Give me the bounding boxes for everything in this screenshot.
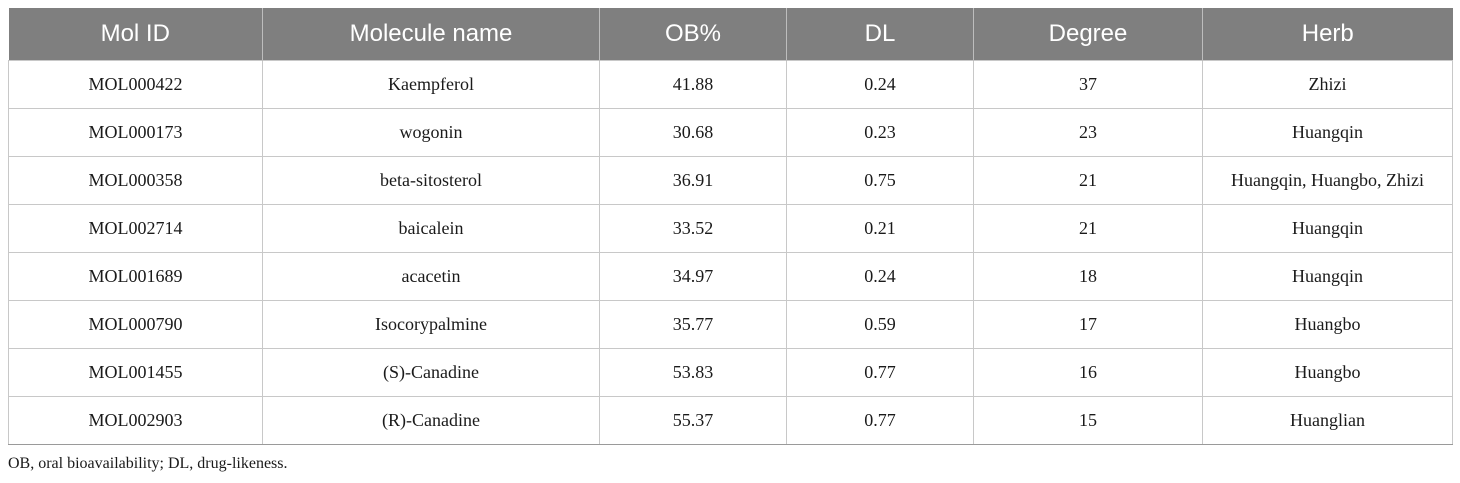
- cell-degree: 16: [973, 348, 1203, 397]
- cell-degree: 21: [973, 156, 1203, 205]
- cell-mol-id: MOL000422: [8, 60, 263, 109]
- header-row: Mol ID Molecule name OB% DL Degree Herb: [8, 8, 1453, 61]
- cell-degree: 23: [973, 108, 1203, 157]
- cell-herb: Huangqin: [1202, 252, 1453, 301]
- table-row: MOL001689 acacetin 34.97 0.24 18 Huangqi…: [8, 252, 1453, 301]
- column-header-degree: Degree: [973, 8, 1203, 61]
- cell-molecule-name: (S)-Canadine: [262, 348, 600, 397]
- cell-mol-id: MOL000173: [8, 108, 263, 157]
- cell-dl: 0.77: [786, 348, 974, 397]
- cell-ob-percent: 55.37: [599, 396, 787, 445]
- table-row: MOL000422 Kaempferol 41.88 0.24 37 Zhizi: [8, 60, 1453, 109]
- cell-herb: Huanglian: [1202, 396, 1453, 445]
- table-row: MOL002714 baicalein 33.52 0.21 21 Huangq…: [8, 204, 1453, 253]
- cell-degree: 18: [973, 252, 1203, 301]
- cell-molecule-name: Isocorypalmine: [262, 300, 600, 349]
- cell-ob-percent: 41.88: [599, 60, 787, 109]
- cell-herb: Zhizi: [1202, 60, 1453, 109]
- cell-dl: 0.77: [786, 396, 974, 445]
- cell-dl: 0.75: [786, 156, 974, 205]
- cell-degree: 15: [973, 396, 1203, 445]
- cell-degree: 37: [973, 60, 1203, 109]
- cell-mol-id: MOL002714: [8, 204, 263, 253]
- compounds-table: Mol ID Molecule name OB% DL Degree Herb …: [8, 8, 1453, 445]
- cell-herb: Huangbo: [1202, 348, 1453, 397]
- cell-herb: Huangbo: [1202, 300, 1453, 349]
- cell-herb: Huangqin: [1202, 204, 1453, 253]
- cell-mol-id: MOL000358: [8, 156, 263, 205]
- column-header-molecule-name: Molecule name: [262, 8, 600, 61]
- cell-mol-id: MOL002903: [8, 396, 263, 445]
- cell-ob-percent: 36.91: [599, 156, 787, 205]
- table-row: MOL000173 wogonin 30.68 0.23 23 Huangqin: [8, 108, 1453, 157]
- cell-dl: 0.23: [786, 108, 974, 157]
- cell-degree: 21: [973, 204, 1203, 253]
- cell-mol-id: MOL000790: [8, 300, 263, 349]
- column-header-herb: Herb: [1202, 8, 1453, 61]
- cell-mol-id: MOL001689: [8, 252, 263, 301]
- cell-ob-percent: 53.83: [599, 348, 787, 397]
- cell-ob-percent: 35.77: [599, 300, 787, 349]
- table-header: Mol ID Molecule name OB% DL Degree Herb: [8, 8, 1453, 61]
- cell-molecule-name: beta-sitosterol: [262, 156, 600, 205]
- cell-ob-percent: 30.68: [599, 108, 787, 157]
- table-row: MOL002903 (R)-Canadine 55.37 0.77 15 Hua…: [8, 396, 1453, 445]
- table-row: MOL000358 beta-sitosterol 36.91 0.75 21 …: [8, 156, 1453, 205]
- cell-dl: 0.24: [786, 60, 974, 109]
- column-header-ob-percent: OB%: [599, 8, 787, 61]
- cell-molecule-name: acacetin: [262, 252, 600, 301]
- table-row: MOL001455 (S)-Canadine 53.83 0.77 16 Hua…: [8, 348, 1453, 397]
- table-body: MOL000422 Kaempferol 41.88 0.24 37 Zhizi…: [8, 60, 1453, 445]
- cell-molecule-name: baicalein: [262, 204, 600, 253]
- cell-ob-percent: 33.52: [599, 204, 787, 253]
- table-row: MOL000790 Isocorypalmine 35.77 0.59 17 H…: [8, 300, 1453, 349]
- column-header-mol-id: Mol ID: [8, 8, 263, 61]
- cell-mol-id: MOL001455: [8, 348, 263, 397]
- column-header-dl: DL: [786, 8, 974, 61]
- cell-dl: 0.21: [786, 204, 974, 253]
- table-container: Mol ID Molecule name OB% DL Degree Herb …: [8, 8, 1453, 445]
- cell-ob-percent: 34.97: [599, 252, 787, 301]
- cell-degree: 17: [973, 300, 1203, 349]
- cell-dl: 0.59: [786, 300, 974, 349]
- cell-molecule-name: (R)-Canadine: [262, 396, 600, 445]
- cell-herb: Huangqin: [1202, 108, 1453, 157]
- cell-herb: Huangqin, Huangbo, Zhizi: [1202, 156, 1453, 205]
- cell-dl: 0.24: [786, 252, 974, 301]
- cell-molecule-name: Kaempferol: [262, 60, 600, 109]
- table-footnote: OB, oral bioavailability; DL, drug-liken…: [8, 455, 288, 472]
- cell-molecule-name: wogonin: [262, 108, 600, 157]
